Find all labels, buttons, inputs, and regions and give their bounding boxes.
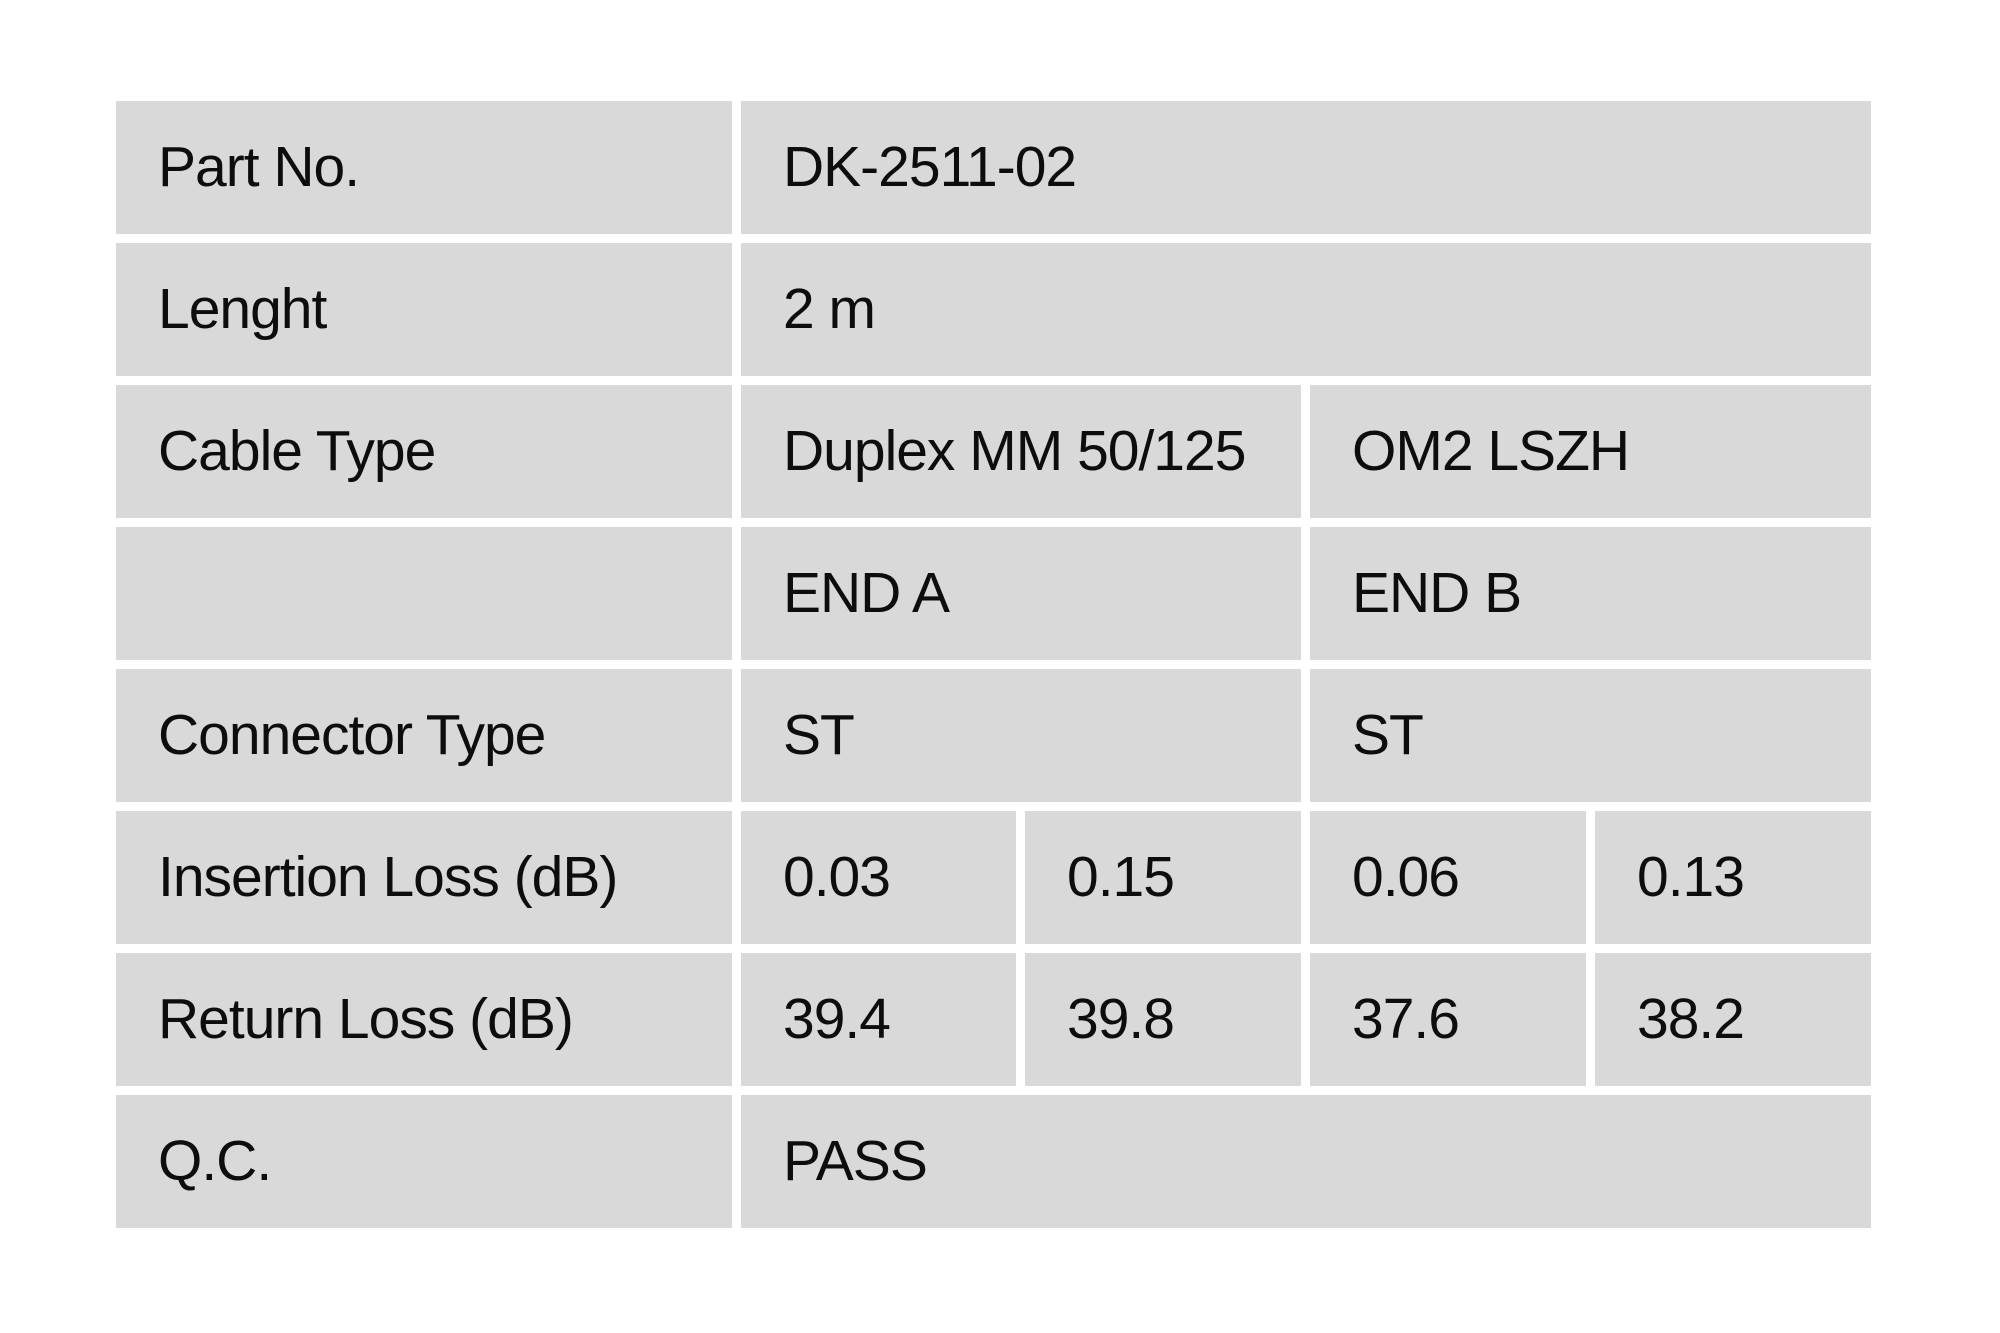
table-row-return-loss: Return Loss (dB) 39.4 39.8 37.6 38.2 [116, 953, 1871, 1086]
value-return-loss-a1: 39.4 [741, 953, 1016, 1086]
header-end-a: END A [741, 527, 1301, 660]
row-label-part-no: Part No. [116, 101, 732, 234]
row-label-return-loss: Return Loss (dB) [116, 953, 732, 1086]
value-insertion-loss-a2: 0.15 [1025, 811, 1301, 944]
row-label-connector-type: Connector Type [116, 669, 732, 802]
value-return-loss-b2: 38.2 [1595, 953, 1871, 1086]
value-insertion-loss-b2: 0.13 [1595, 811, 1871, 944]
value-connector-end-b: ST [1310, 669, 1871, 802]
row-label-qc: Q.C. [116, 1095, 732, 1228]
value-cable-type-b: OM2 LSZH [1310, 385, 1871, 518]
row-label-empty [116, 527, 732, 660]
value-return-loss-a2: 39.8 [1025, 953, 1301, 1086]
table-row-qc: Q.C. PASS [116, 1095, 1871, 1228]
value-insertion-loss-b1: 0.06 [1310, 811, 1586, 944]
table-row-insertion-loss: Insertion Loss (dB) 0.03 0.15 0.06 0.13 [116, 811, 1871, 944]
value-cable-type-a: Duplex MM 50/125 [741, 385, 1301, 518]
table-row-connector-type: Connector Type ST ST [116, 669, 1871, 802]
table-row-cable-type: Cable Type Duplex MM 50/125 OM2 LSZH [116, 385, 1871, 518]
value-connector-end-a: ST [741, 669, 1301, 802]
header-end-b: END B [1310, 527, 1871, 660]
value-length: 2 m [741, 243, 1871, 376]
value-part-no: DK-2511-02 [741, 101, 1871, 234]
row-label-cable-type: Cable Type [116, 385, 732, 518]
row-label-length: Lenght [116, 243, 732, 376]
value-qc: PASS [741, 1095, 1871, 1228]
value-return-loss-b1: 37.6 [1310, 953, 1586, 1086]
table-row-length: Lenght 2 m [116, 243, 1871, 376]
value-insertion-loss-a1: 0.03 [741, 811, 1016, 944]
spec-table: Part No. DK-2511-02 Lenght 2 m Cable Typ… [116, 101, 1871, 1228]
table-row-end-headers: END A END B [116, 527, 1871, 660]
table-row-part-no: Part No. DK-2511-02 [116, 101, 1871, 234]
row-label-insertion-loss: Insertion Loss (dB) [116, 811, 732, 944]
